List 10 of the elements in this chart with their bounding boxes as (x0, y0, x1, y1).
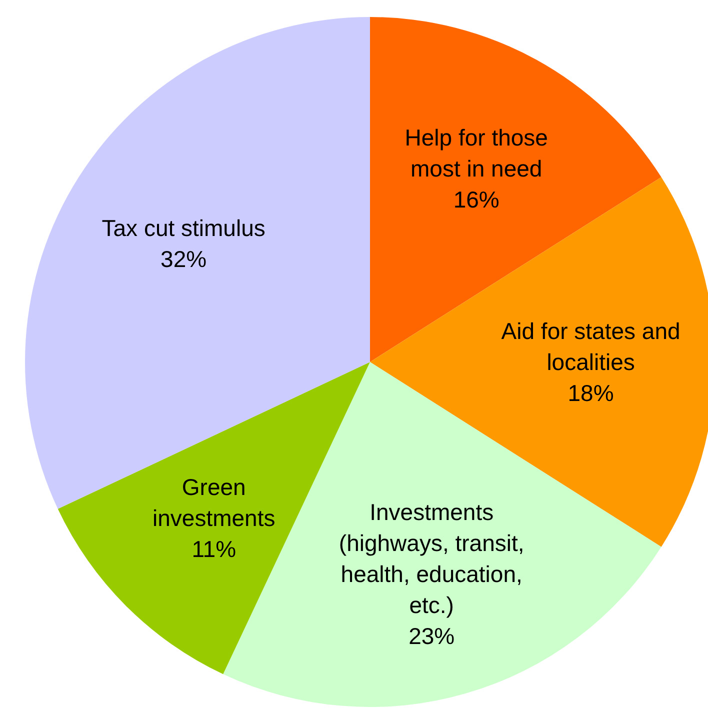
data-label: 32% (160, 246, 207, 272)
data-label: 16% (453, 186, 500, 213)
slice-label: Investments (highways, transit, health, education, etc.) (338, 499, 524, 618)
data-label: 11% (192, 536, 236, 562)
slice-label: Aid for states and localities (501, 318, 680, 375)
data-label: 23% (408, 623, 455, 650)
slice-label: Green investments (152, 474, 276, 532)
data-label: 18% (568, 380, 614, 406)
slice-label: Help for those most in need (404, 124, 548, 182)
slice-label: Tax cut stimulus (102, 215, 266, 242)
